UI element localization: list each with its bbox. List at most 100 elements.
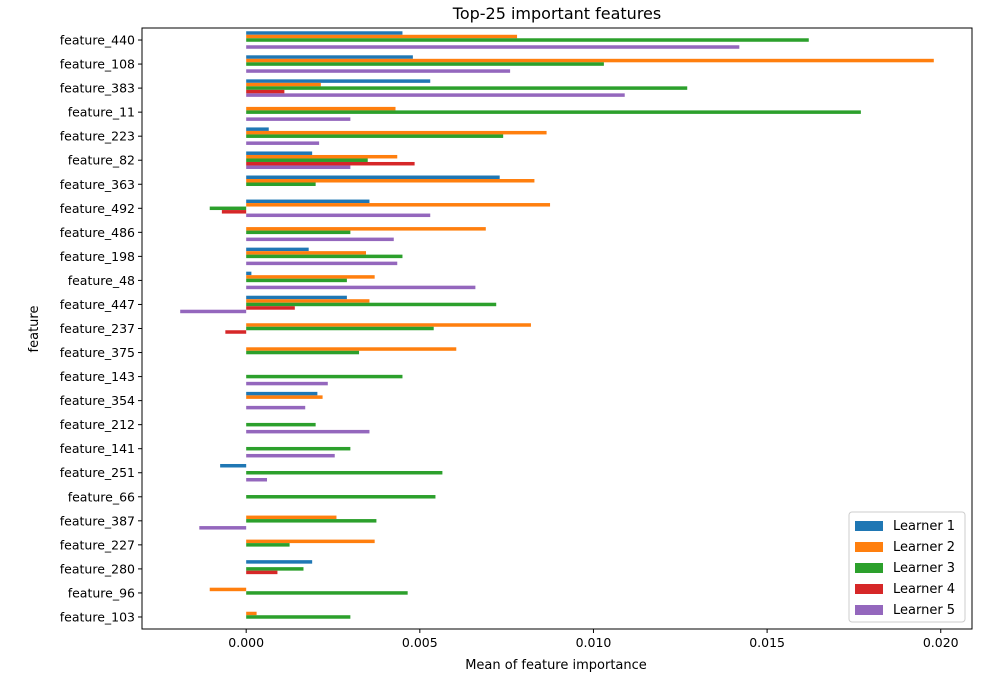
bar-feature-363-learner-1 [246, 175, 500, 180]
bar-feature-11-learner-3 [246, 110, 861, 114]
bar-feature-103-learner-2 [246, 611, 257, 616]
y-tick-label: feature_237 [60, 321, 135, 336]
bar-feature-447-learner-1 [246, 295, 347, 300]
y-tick-label: feature_141 [60, 441, 135, 456]
bar-feature-486-learner-3 [246, 230, 351, 235]
legend-swatch-learner-4 [855, 584, 883, 594]
bar-feature-223-learner-1 [246, 127, 269, 131]
bar-feature-223-learner-3 [246, 134, 504, 138]
bar-feature-363-learner-3 [246, 182, 316, 187]
bar-feature-447-learner-5 [180, 309, 247, 314]
bar-feature-251-learner-3 [246, 470, 443, 475]
bar-feature-237-learner-2 [246, 323, 531, 327]
y-tick-label: feature_387 [60, 513, 135, 528]
bar-feature-143-learner-5 [246, 381, 328, 386]
y-tick-label: feature_440 [60, 33, 135, 48]
bar-feature-383-learner-1 [246, 79, 431, 83]
bar-feature-198-learner-3 [246, 254, 403, 259]
y-tick-label: feature_212 [60, 417, 135, 432]
bar-feature-447-learner-3 [246, 302, 497, 307]
bar-feature-237-learner-4 [225, 330, 247, 334]
bar-feature-48-learner-1 [246, 271, 252, 276]
bar-feature-383-learner-2 [246, 82, 321, 87]
y-tick-label: feature_251 [60, 465, 135, 480]
bar-feature-48-learner-5 [246, 285, 476, 290]
legend-label-learner-1: Learner 1 [893, 519, 955, 534]
y-tick-label: feature_103 [60, 609, 135, 624]
bar-feature-354-learner-2 [246, 395, 323, 399]
bar-feature-383-learner-5 [246, 93, 625, 97]
bar-feature-108-learner-1 [246, 55, 413, 59]
x-tick-label: 0.015 [749, 635, 785, 650]
y-tick-label: feature_375 [60, 345, 135, 360]
legend-label-learner-3: Learner 3 [893, 561, 955, 576]
bar-feature-82-learner-1 [246, 151, 313, 155]
bar-feature-212-learner-5 [246, 429, 370, 434]
x-tick-label: 0.005 [402, 635, 438, 650]
bar-feature-447-learner-2 [246, 299, 370, 303]
bar-feature-11-learner-5 [246, 117, 351, 121]
y-tick-label: feature_486 [60, 225, 135, 240]
bar-feature-492-learner-5 [246, 213, 431, 218]
plot-area [180, 31, 934, 619]
y-tick-label: feature_354 [60, 393, 135, 408]
y-tick-label: feature_383 [60, 81, 135, 96]
bar-feature-280-learner-1 [246, 560, 313, 564]
y-tick-label: feature_143 [60, 369, 135, 384]
x-axis: 0.000 0.005 0.010 0.015 0.020 [228, 629, 959, 650]
bar-feature-227-learner-3 [246, 543, 290, 547]
bar-feature-440-learner-1 [246, 31, 403, 35]
bar-feature-383-learner-4 [246, 89, 285, 94]
y-tick-label: feature_11 [68, 105, 135, 120]
legend-label-learner-2: Learner 2 [893, 540, 955, 555]
bar-feature-492-learner-2 [246, 203, 551, 207]
bar-feature-82-learner-4 [246, 161, 415, 166]
bar-feature-212-learner-3 [246, 422, 316, 427]
bar-feature-440-learner-5 [246, 45, 740, 49]
bar-feature-198-learner-2 [246, 251, 366, 255]
legend-swatch-learner-1 [855, 521, 883, 531]
bar-feature-251-learner-1 [220, 463, 247, 468]
bar-feature-48-learner-3 [246, 278, 347, 283]
bar-feature-251-learner-5 [246, 477, 268, 482]
y-tick-label: feature_227 [60, 537, 135, 552]
bar-feature-103-learner-3 [246, 615, 351, 619]
bar-feature-387-learner-2 [246, 515, 337, 520]
bar-feature-492-learner-1 [246, 199, 370, 204]
x-tick-label: 0.020 [923, 635, 959, 650]
bar-feature-223-learner-5 [246, 141, 320, 145]
legend-label-learner-4: Learner 4 [893, 582, 955, 597]
bar-feature-492-learner-3 [209, 206, 247, 211]
bar-feature-141-learner-5 [246, 453, 335, 458]
y-axis-label: feature [27, 306, 42, 353]
bar-feature-48-learner-2 [246, 275, 375, 279]
bar-feature-108-learner-5 [246, 69, 511, 73]
legend-frame [848, 511, 966, 623]
bar-feature-96-learner-3 [246, 591, 408, 595]
y-axis: feature_440 feature_108 feature_383feature… [60, 33, 142, 624]
bar-feature-108-learner-3 [246, 62, 604, 66]
bar-feature-108-learner-2 [246, 58, 934, 63]
bar-feature-447-learner-4 [246, 306, 295, 310]
x-tick-label: 0.000 [228, 635, 264, 650]
y-tick-label: feature_48 [68, 273, 135, 288]
bar-feature-280-learner-4 [246, 570, 278, 575]
x-tick-label: 0.010 [576, 635, 612, 650]
bar-feature-227-learner-2 [246, 539, 375, 544]
chart-title: Top-25 important features [452, 4, 661, 23]
legend: Learner 1 Learner 2 Learner 3 Learner 4 Lear… [848, 511, 966, 623]
legend-swatch-learner-2 [855, 542, 883, 552]
y-tick-label: feature_82 [68, 153, 135, 168]
bar-feature-66-learner-3 [246, 495, 436, 499]
legend-swatch-learner-5 [855, 605, 883, 615]
bar-feature-143-learner-3 [246, 374, 403, 379]
y-tick-label: feature_492 [60, 201, 135, 216]
x-axis-label: Mean of feature importance [465, 658, 647, 673]
bar-feature-198-learner-5 [246, 261, 398, 266]
y-tick-label: feature_280 [60, 561, 135, 576]
bar-feature-440-learner-3 [246, 38, 809, 42]
y-tick-label: feature_223 [60, 129, 135, 144]
bar-feature-82-learner-3 [246, 158, 368, 162]
bar-feature-96-learner-2 [209, 587, 247, 592]
